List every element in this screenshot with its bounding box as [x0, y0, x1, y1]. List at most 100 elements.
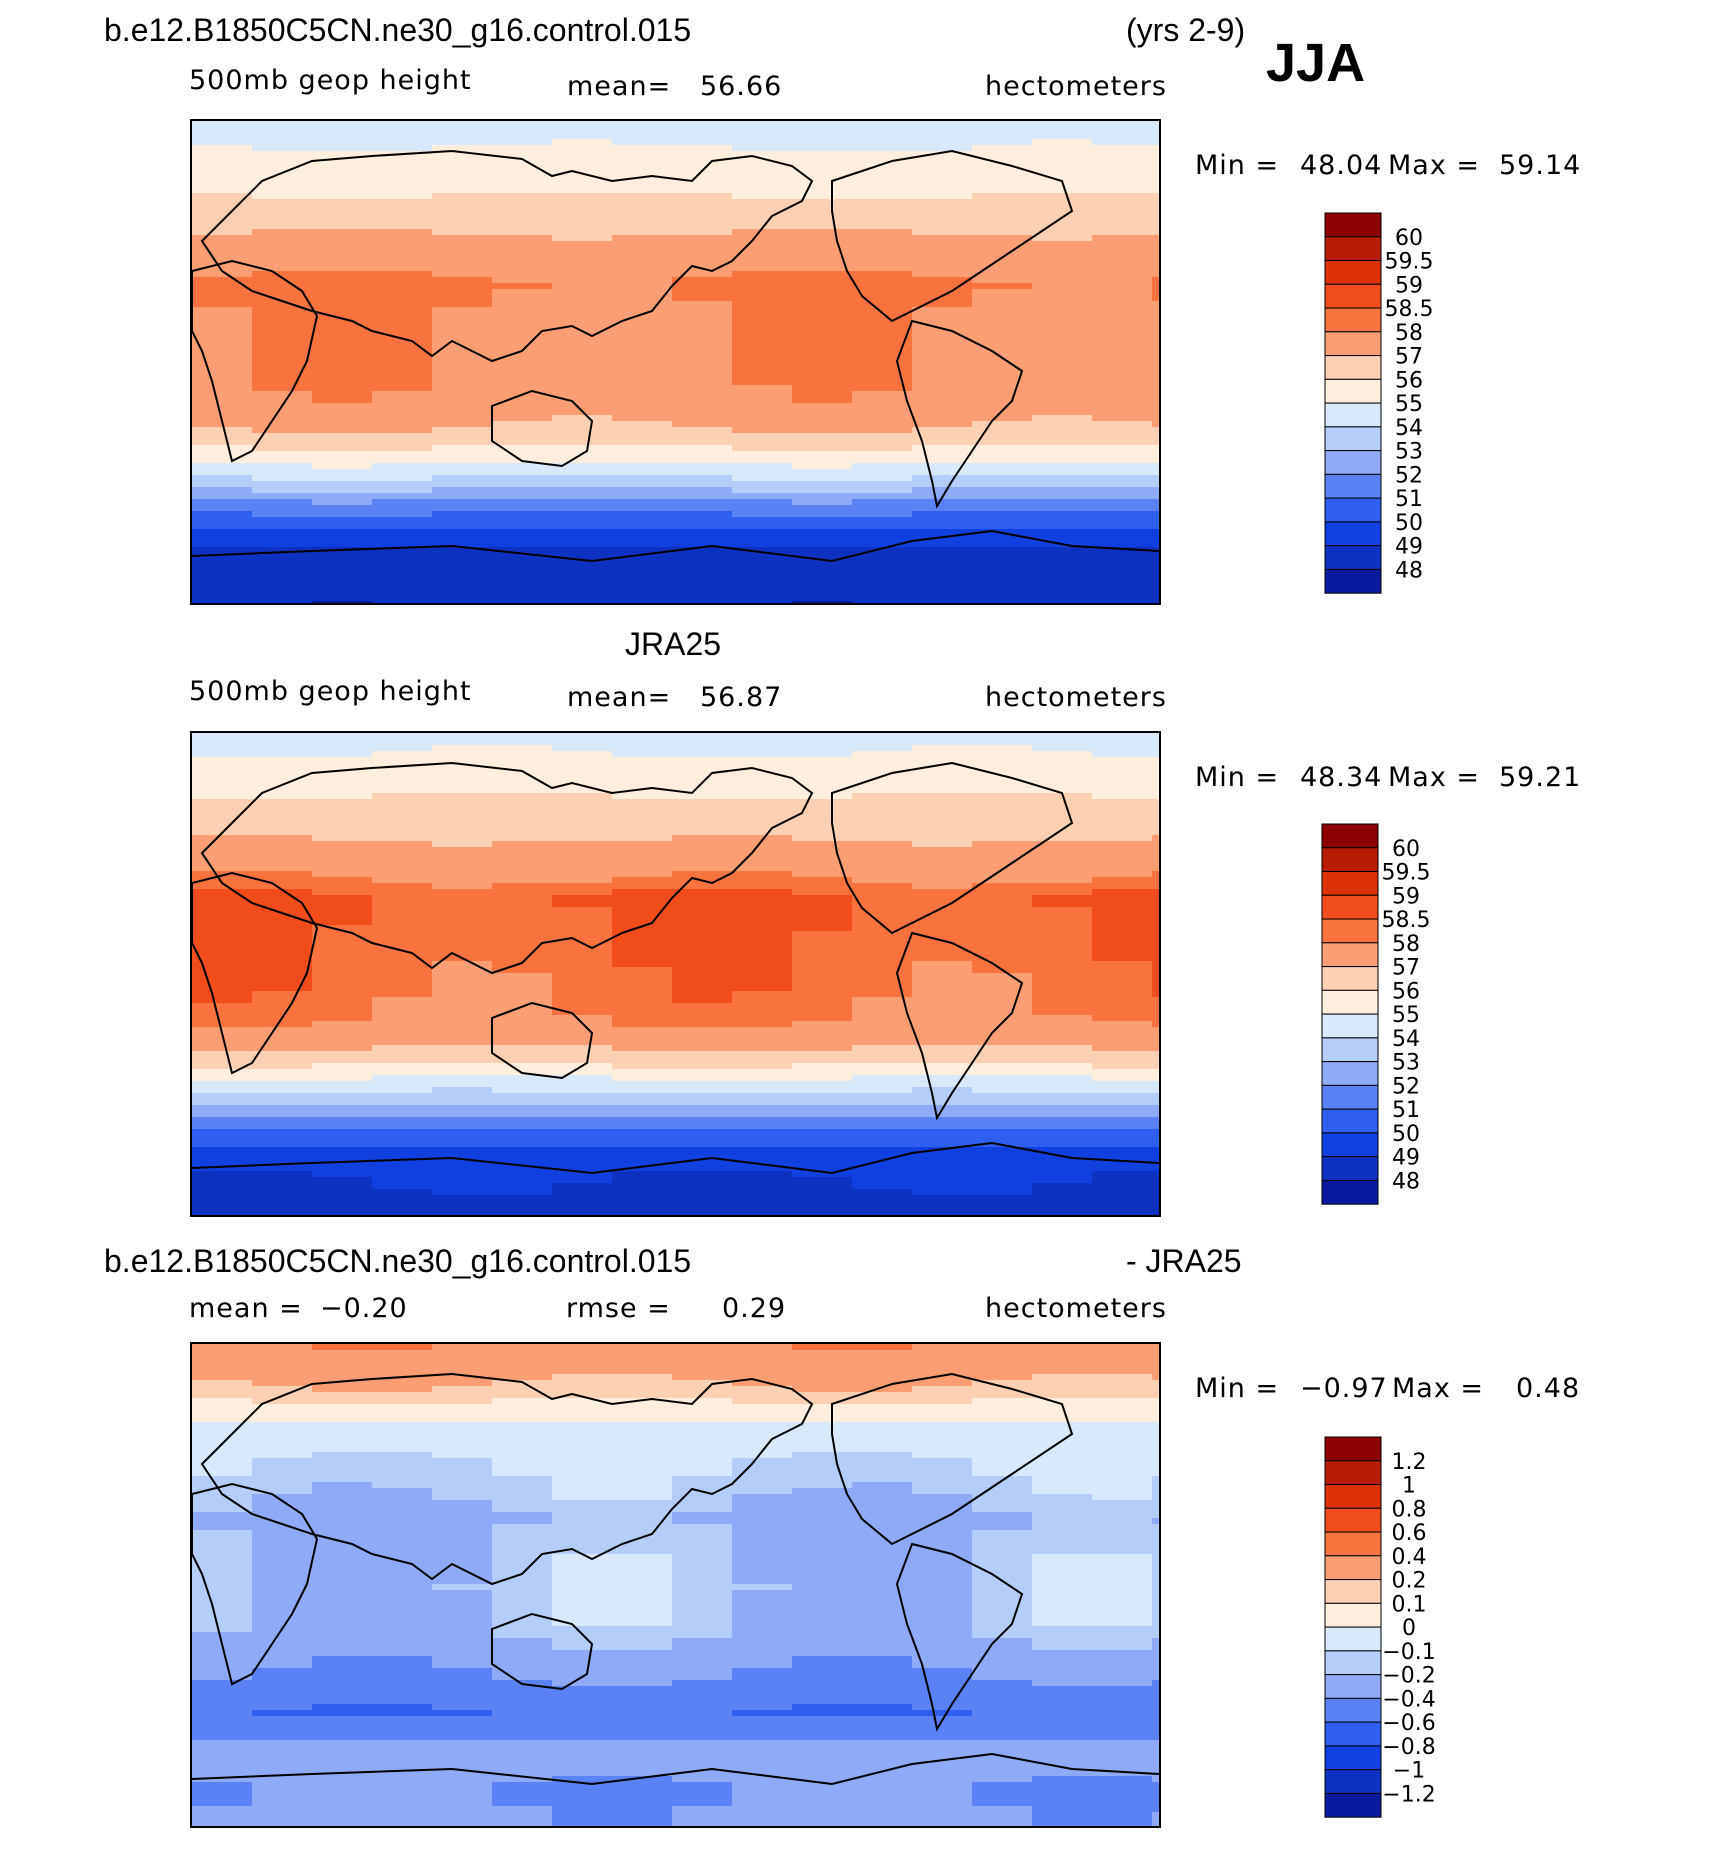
- p1-min-label: Min =: [1195, 150, 1280, 181]
- contour-cell: [312, 577, 373, 584]
- contour-cell: [372, 391, 433, 398]
- contour-cell: [612, 265, 673, 272]
- contour-cell: [612, 493, 673, 500]
- contour-cell: [792, 859, 853, 866]
- contour-cell: [1032, 1620, 1093, 1627]
- contour-cell: [972, 157, 1033, 164]
- contour-cell: [552, 1434, 613, 1441]
- contour-cell: [732, 487, 793, 494]
- contour-cell: [792, 313, 853, 320]
- contour-cell: [1092, 373, 1153, 380]
- contour-cell: [1032, 1087, 1093, 1094]
- contour-cell: [552, 1446, 613, 1453]
- contour-cell: [972, 1398, 1033, 1405]
- contour-cell: [792, 589, 853, 596]
- contour-cell: [432, 1812, 493, 1819]
- contour-cell: [1152, 799, 1159, 806]
- contour-cell: [552, 955, 613, 962]
- contour-cell: [372, 871, 433, 878]
- contour-cell: [612, 1374, 673, 1381]
- contour-cell: [972, 1548, 1033, 1555]
- contour-cell: [192, 1141, 253, 1148]
- contour-cell: [1092, 907, 1153, 914]
- contour-cell: [1032, 577, 1093, 584]
- colorbar-label: 58.5: [1382, 908, 1431, 933]
- contour-cell: [552, 403, 613, 410]
- contour-cell: [852, 1171, 913, 1178]
- contour-cell: [492, 895, 553, 902]
- contour-cell: [1032, 601, 1093, 603]
- contour-cell: [552, 223, 613, 230]
- contour-cell: [552, 217, 613, 224]
- contour-cell: [1092, 931, 1153, 938]
- colorbar-box: [1324, 212, 1382, 238]
- contour-cell: [1032, 889, 1093, 896]
- contour-cell: [612, 1129, 673, 1136]
- contour-cell: [492, 1566, 553, 1573]
- contour-cell: [1032, 781, 1093, 788]
- contour-cell: [672, 463, 733, 470]
- contour-cell: [732, 457, 793, 464]
- contour-cell: [912, 757, 973, 764]
- contour-cell: [1032, 1165, 1093, 1172]
- contour-cell: [372, 787, 433, 794]
- contour-cell: [312, 1620, 373, 1627]
- contour-cell: [1092, 409, 1153, 416]
- contour-cell: [372, 133, 433, 140]
- contour-cell: [852, 163, 913, 170]
- contour-cell: [252, 793, 313, 800]
- contour-cell: [1092, 967, 1153, 974]
- contour-cell: [1092, 1416, 1153, 1423]
- contour-cell: [792, 187, 853, 194]
- contour-cell: [972, 121, 1033, 128]
- contour-cell: [192, 391, 253, 398]
- contour-cell: [1032, 931, 1093, 938]
- contour-cell: [1092, 1099, 1153, 1106]
- contour-cell: [612, 139, 673, 146]
- contour-cell: [792, 1063, 853, 1070]
- contour-cell: [192, 793, 253, 800]
- contour-cell: [972, 1596, 1033, 1603]
- contour-cell: [192, 1087, 253, 1094]
- contour-cell: [372, 1752, 433, 1759]
- contour-cell: [372, 985, 433, 992]
- colorbar-box: [1324, 1555, 1382, 1581]
- contour-cell: [1152, 1099, 1159, 1106]
- contour-cell: [432, 1153, 493, 1160]
- contour-cell: [372, 853, 433, 860]
- contour-cell: [972, 835, 1033, 842]
- contour-cell: [192, 835, 253, 842]
- contour-cell: [612, 259, 673, 266]
- contour-cell: [1092, 1662, 1153, 1669]
- contour-cell: [852, 1356, 913, 1363]
- contour-cell: [792, 841, 853, 848]
- contour-cell: [972, 1458, 1033, 1465]
- contour-cell: [192, 157, 253, 164]
- contour-cell: [252, 1147, 313, 1154]
- contour-cell: [672, 439, 733, 446]
- contour-cell: [372, 1590, 433, 1597]
- contour-cell: [612, 1572, 673, 1579]
- contour-cell: [792, 1632, 853, 1639]
- contour-cell: [432, 1069, 493, 1076]
- contour-cell: [492, 1602, 553, 1609]
- contour-cell: [1152, 817, 1159, 824]
- contour-cell: [852, 1776, 913, 1783]
- contour-cell: [312, 1195, 373, 1202]
- contour-cell: [792, 127, 853, 134]
- contour-cell: [372, 1620, 433, 1627]
- contour-cell: [372, 1782, 433, 1789]
- contour-cell: [972, 1530, 1033, 1537]
- contour-cell: [492, 355, 553, 362]
- contour-cell: [372, 775, 433, 782]
- contour-cell: [192, 259, 253, 266]
- contour-cell: [612, 169, 673, 176]
- contour-cell: [492, 493, 553, 500]
- contour-cell: [912, 295, 973, 302]
- contour-cell: [552, 193, 613, 200]
- contour-cell: [912, 1770, 973, 1777]
- contour-cell: [972, 415, 1033, 422]
- contour-cell: [792, 1177, 853, 1184]
- contour-cell: [912, 787, 973, 794]
- contour-cell: [312, 781, 373, 788]
